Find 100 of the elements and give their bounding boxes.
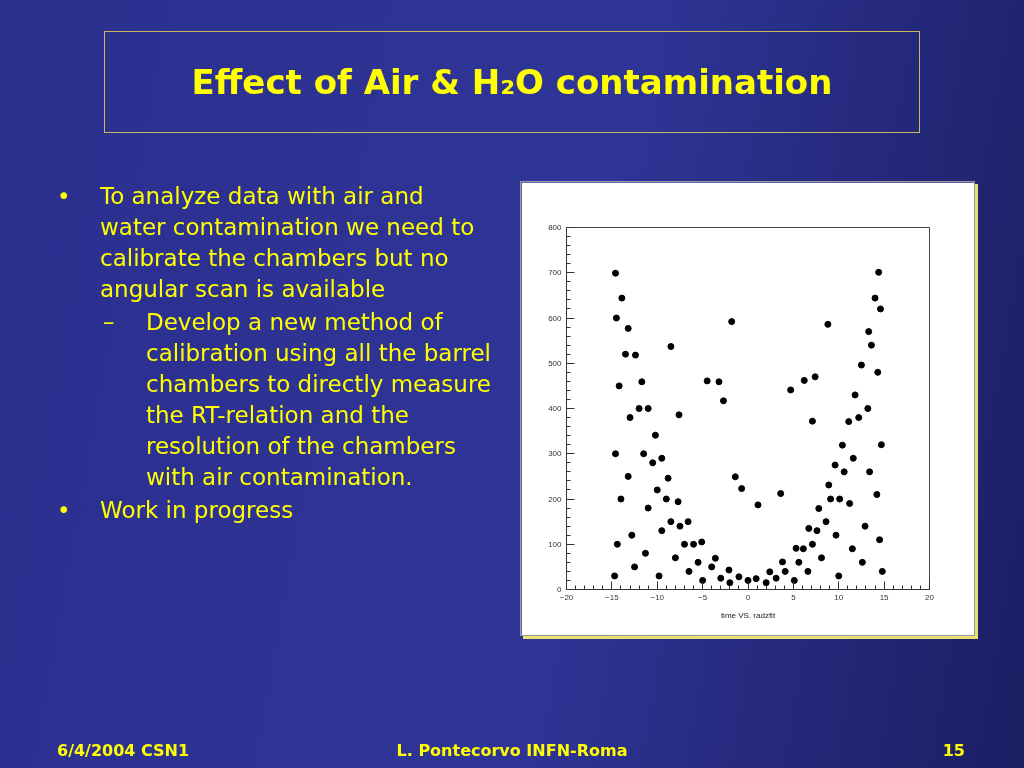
point xyxy=(787,386,795,394)
text: • To analyze data with air and water contamination we need to calibrate the chambers but no angular scan is available xyxy=(57,183,475,302)
point xyxy=(612,269,619,277)
point xyxy=(878,567,886,575)
point xyxy=(671,554,679,562)
point xyxy=(655,572,663,580)
point xyxy=(811,373,819,381)
x-tick-label: −10 xyxy=(650,592,665,602)
point xyxy=(766,568,774,576)
point xyxy=(865,328,873,336)
point xyxy=(824,320,832,328)
x-tick-label: 5 xyxy=(791,592,797,602)
point xyxy=(858,558,866,566)
y-tick-label: 400 xyxy=(548,404,563,413)
point xyxy=(674,498,682,506)
point xyxy=(726,579,734,587)
text: 6/4/2004 CSN1 xyxy=(57,740,191,762)
point xyxy=(790,576,798,584)
point xyxy=(744,576,752,584)
point xyxy=(836,495,844,503)
point xyxy=(805,524,813,532)
point xyxy=(876,305,884,313)
point xyxy=(694,558,702,566)
point xyxy=(612,314,620,322)
point xyxy=(848,545,856,553)
x-tick-label: 20 xyxy=(925,592,935,602)
y-tick-label: 800 xyxy=(548,223,563,232)
point xyxy=(651,431,659,439)
point xyxy=(731,473,739,481)
y-tick-label: 700 xyxy=(548,268,563,278)
point xyxy=(644,405,652,412)
point xyxy=(644,504,652,512)
text: L. Pontecorvo INFN-Roma xyxy=(395,740,629,762)
point xyxy=(815,505,823,512)
point xyxy=(822,518,830,526)
point xyxy=(832,531,840,539)
point xyxy=(808,540,816,548)
text: – Develop a new method of calibration using all the barrel chambers to directly measure the RT-relation and the resolution of the chambers with air contamination. xyxy=(103,309,491,490)
point xyxy=(813,527,821,535)
x-tick-label: −20 xyxy=(559,592,574,602)
x-tick-label: 10 xyxy=(834,592,844,602)
point xyxy=(877,441,885,449)
point xyxy=(667,518,675,526)
point xyxy=(777,490,785,498)
point xyxy=(875,268,883,276)
point xyxy=(631,563,639,571)
point xyxy=(845,418,853,426)
point xyxy=(864,405,872,412)
point xyxy=(720,397,727,405)
point xyxy=(658,527,666,535)
point xyxy=(781,567,789,575)
text: • Work in progress xyxy=(57,497,294,523)
point xyxy=(728,318,736,326)
point xyxy=(855,414,863,422)
point xyxy=(631,351,639,359)
point xyxy=(708,563,716,571)
point xyxy=(711,554,719,562)
point xyxy=(867,341,875,349)
point xyxy=(835,572,843,580)
point xyxy=(617,495,625,503)
x-axis-title: time VS. radzfit xyxy=(720,610,776,620)
point xyxy=(685,567,693,575)
point xyxy=(684,518,692,526)
point xyxy=(664,474,672,482)
point xyxy=(635,405,643,412)
point xyxy=(851,391,859,399)
point xyxy=(715,378,723,386)
point xyxy=(638,378,646,386)
point xyxy=(795,558,803,566)
point xyxy=(653,486,661,494)
y-tick-label: 200 xyxy=(548,494,563,504)
y-tick-label: 600 xyxy=(548,313,563,323)
point xyxy=(703,377,711,385)
point xyxy=(738,485,746,493)
point xyxy=(799,545,807,553)
point xyxy=(621,350,629,358)
point xyxy=(762,579,770,587)
text: 15 xyxy=(941,740,965,762)
point xyxy=(825,481,833,489)
point xyxy=(667,343,675,350)
point xyxy=(699,576,707,584)
point xyxy=(676,522,684,530)
point xyxy=(804,567,812,575)
point xyxy=(717,574,725,582)
point xyxy=(831,461,839,469)
point xyxy=(624,472,632,480)
x-tick-label: 0 xyxy=(745,592,751,602)
point xyxy=(866,468,874,476)
point xyxy=(827,495,835,503)
point xyxy=(874,368,882,376)
point xyxy=(662,495,670,503)
point xyxy=(658,454,666,462)
point xyxy=(626,414,634,422)
point xyxy=(754,501,762,509)
point xyxy=(624,324,632,332)
point xyxy=(675,411,683,419)
x-tick-label: 15 xyxy=(879,592,890,602)
chart-title: Effect of Air & H₂O contamination xyxy=(105,32,919,132)
point xyxy=(818,554,826,562)
point xyxy=(680,540,688,548)
